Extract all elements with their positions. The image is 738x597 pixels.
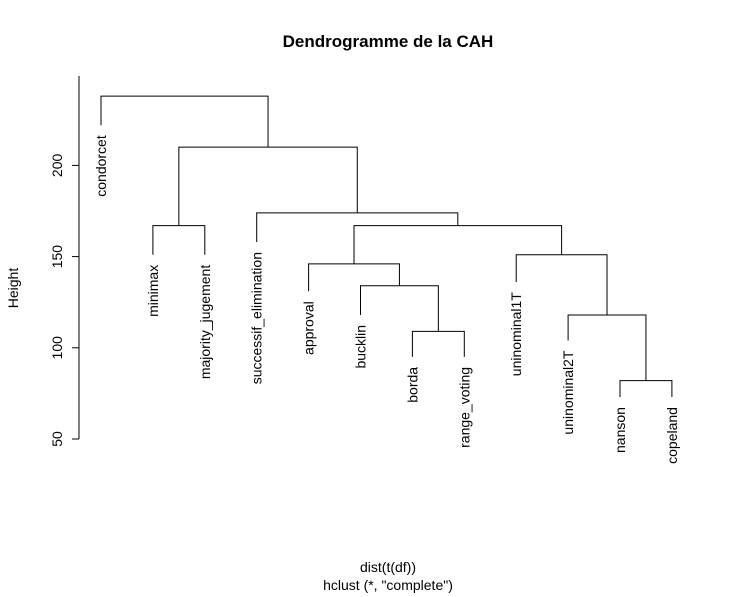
dendrogram-branches xyxy=(100,95,673,398)
dendrogram-link xyxy=(411,330,465,357)
y-axis: 50 100 150 200 xyxy=(49,76,80,447)
leaf-label: successif_elimination xyxy=(249,252,265,384)
dendrogram-link xyxy=(515,254,608,315)
leaf-label: uninominal1T xyxy=(508,292,524,376)
chart-title: Dendrogramme de la CAH xyxy=(283,32,494,51)
leaf-label: bucklin xyxy=(353,325,369,369)
dendrogram-link xyxy=(360,285,439,332)
dendrogram-link xyxy=(619,380,673,398)
y-tick-label: 150 xyxy=(49,245,65,269)
x-axis-label: dist(t(df)) xyxy=(360,559,416,575)
leaf-label: uninominal2T xyxy=(560,350,576,434)
y-tick-label: 100 xyxy=(49,336,65,360)
dendrogram-link xyxy=(178,146,358,226)
y-tick-label: 50 xyxy=(49,431,65,447)
dendrogram-link xyxy=(152,225,206,255)
leaf-label: approval xyxy=(301,301,317,355)
dendrogram-link xyxy=(567,314,647,381)
dendrogram-link xyxy=(256,212,459,243)
dendrogram-link xyxy=(353,225,563,264)
leaf-label: majority_jugement xyxy=(197,265,213,379)
leaf-label: nanson xyxy=(612,407,628,453)
chart-subtitle: hclust (*, "complete") xyxy=(323,577,453,593)
y-tick-label: 200 xyxy=(49,154,65,178)
leaf-label: condorcet xyxy=(93,135,109,197)
leaf-label: range_voting xyxy=(456,367,472,448)
dendrogram-link xyxy=(308,263,400,292)
leaf-label: copeland xyxy=(664,407,680,464)
leaf-label: minimax xyxy=(145,265,161,317)
leaf-labels: condorcet minimax majority_jugement success… xyxy=(93,135,680,464)
y-axis-label: Height xyxy=(5,268,21,309)
leaf-label: borda xyxy=(404,367,420,403)
dendrogram-link xyxy=(100,95,269,148)
